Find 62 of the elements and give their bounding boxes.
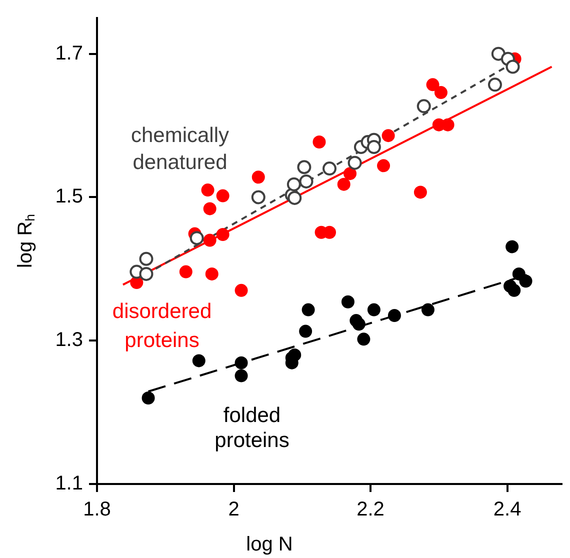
y-tick-label: 1.1 [55, 472, 83, 495]
series-label: disordered proteins [112, 300, 212, 352]
point [312, 136, 326, 149]
point [216, 228, 230, 242]
point [234, 356, 248, 370]
x-axis-title: log N [246, 534, 293, 556]
point [190, 231, 204, 246]
point [344, 167, 357, 180]
point [426, 78, 440, 92]
point [388, 309, 401, 322]
point [286, 177, 301, 192]
point [441, 118, 454, 132]
point [357, 332, 370, 346]
point [192, 354, 206, 368]
point [434, 86, 448, 100]
point [323, 226, 336, 239]
point [377, 159, 390, 172]
point [382, 129, 395, 142]
point [421, 303, 434, 316]
series-label: folded proteins [214, 404, 290, 452]
x-tick-label: 2.4 [493, 498, 522, 521]
x-tick-label: 2 [228, 498, 240, 521]
point [414, 186, 427, 199]
x-tick-label: 1.8 [83, 498, 111, 521]
point [299, 174, 314, 188]
point [288, 348, 302, 362]
point [234, 369, 248, 382]
point [142, 391, 155, 404]
point [251, 190, 266, 204]
point [203, 234, 216, 247]
point [201, 184, 214, 197]
point [519, 274, 532, 288]
point [416, 99, 431, 114]
y-axis-title: log Rh [14, 214, 38, 268]
point [297, 160, 312, 174]
point [216, 189, 230, 202]
point [299, 324, 312, 338]
series-label: chemically denatured [130, 124, 230, 174]
point [205, 267, 218, 280]
point [203, 202, 216, 216]
y-tick-label: 1.5 [55, 186, 83, 208]
point [179, 265, 192, 278]
y-tick-label: 1.7 [55, 42, 83, 64]
point [367, 303, 380, 316]
point [337, 178, 350, 191]
point [506, 60, 520, 74]
point [508, 284, 521, 297]
y-tick-label: 1.3 [55, 329, 83, 352]
x-tick-label: 2.2 [356, 498, 384, 521]
point [366, 140, 381, 154]
point [352, 318, 366, 331]
point [348, 156, 362, 170]
point [252, 170, 265, 184]
point [139, 266, 154, 281]
point [288, 190, 302, 205]
point [302, 303, 315, 316]
point [488, 78, 502, 92]
point [234, 284, 248, 297]
point [341, 295, 354, 308]
point [322, 162, 336, 176]
point [506, 240, 519, 254]
point [139, 252, 154, 266]
